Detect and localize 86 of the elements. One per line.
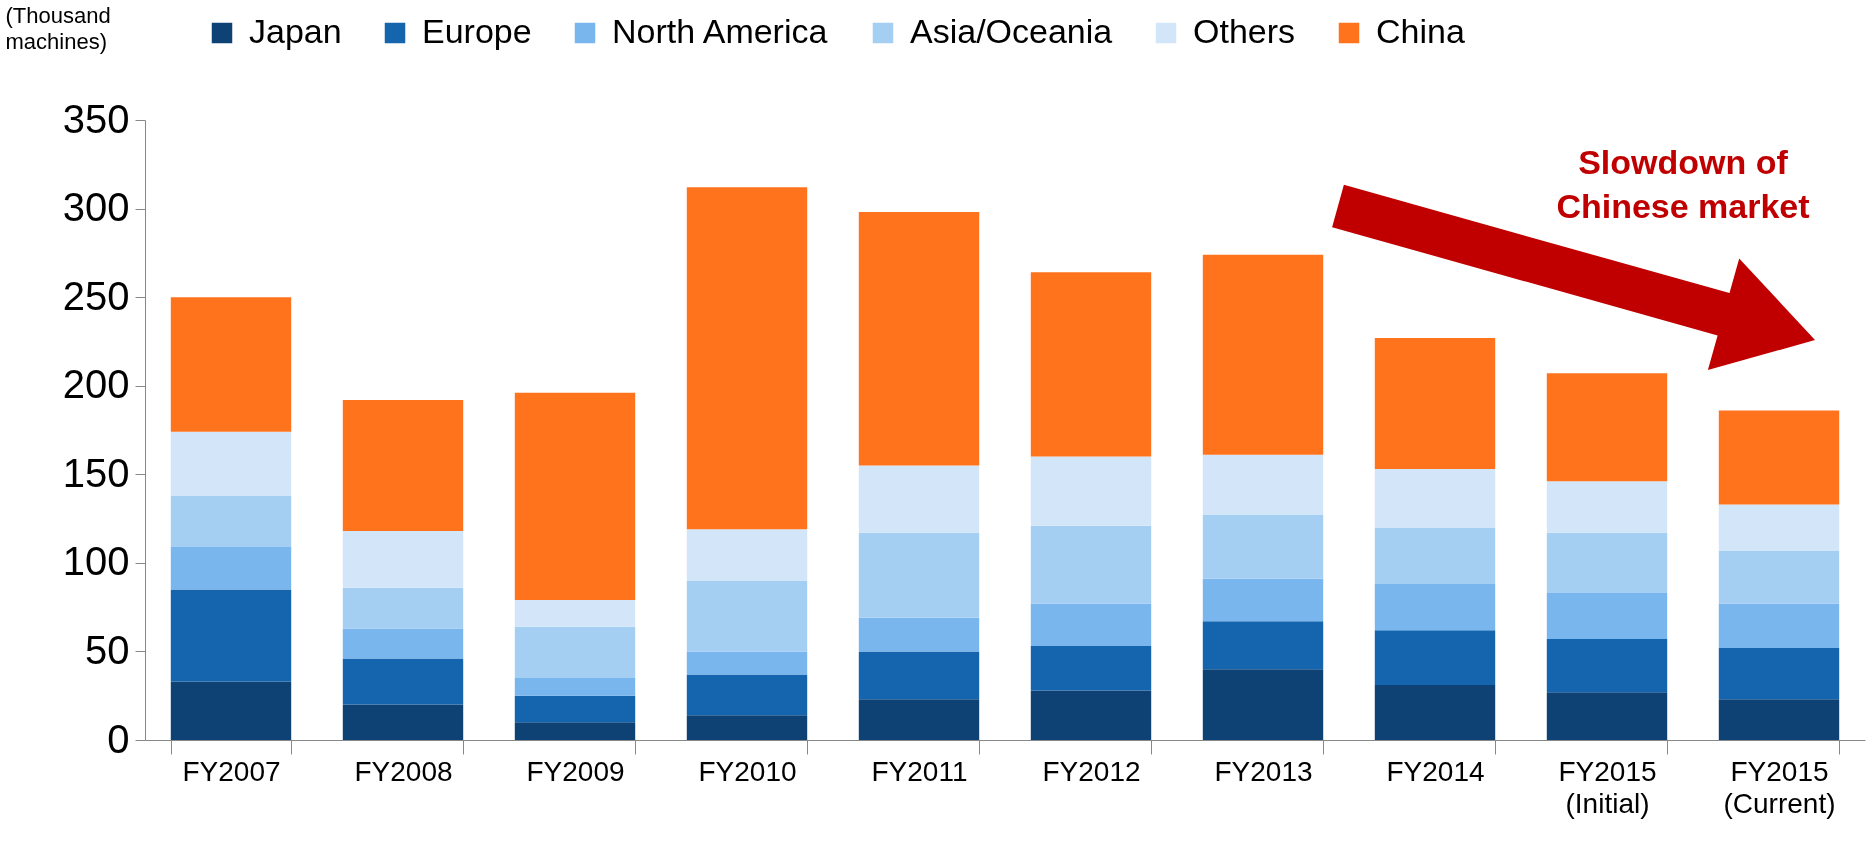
bar <box>1718 699 1840 740</box>
legend-label: Others <box>1193 12 1296 50</box>
bar <box>514 695 636 723</box>
bar <box>858 651 980 700</box>
bar <box>342 628 464 659</box>
bar <box>858 617 980 652</box>
y-tick-label: 100 <box>62 539 130 584</box>
y-axis-title: (Thousand machines) <box>5 2 111 54</box>
legend-label: China <box>1376 12 1465 50</box>
legend-label: North America <box>612 12 828 50</box>
bar <box>1546 532 1668 593</box>
y-tick-label: 250 <box>62 273 130 318</box>
bar <box>170 681 292 740</box>
x-tick-label: FY2008 <box>354 755 453 787</box>
bar <box>1030 646 1152 691</box>
bar <box>342 399 464 531</box>
bar <box>858 532 980 618</box>
bar <box>1202 254 1324 455</box>
bar <box>1202 578 1324 622</box>
bar <box>1374 630 1496 686</box>
bar <box>1202 669 1324 740</box>
bar <box>1030 456 1152 526</box>
bar <box>686 529 808 581</box>
bar <box>1030 603 1152 647</box>
bar <box>1202 621 1324 670</box>
bar <box>1718 603 1840 648</box>
y-tick-label: 200 <box>62 362 130 407</box>
bar <box>1030 525 1152 604</box>
bar <box>1546 639 1668 693</box>
legend-label: Europe <box>422 12 532 50</box>
bar <box>686 580 808 652</box>
bar <box>1030 272 1152 457</box>
bar <box>858 699 980 740</box>
bar <box>514 678 636 696</box>
bar <box>170 546 292 590</box>
bar <box>1546 481 1668 533</box>
bar <box>1030 690 1152 740</box>
y-tick-label: 0 <box>107 716 130 761</box>
legend-label: Asia/Oceania <box>910 12 1113 50</box>
x-tick-label: FY2015 (Initial) <box>1558 755 1657 819</box>
y-tick-label: 50 <box>85 627 130 672</box>
bar <box>858 465 980 533</box>
x-tick-label: FY2010 <box>698 755 797 787</box>
bar <box>342 530 464 588</box>
bar <box>686 674 808 716</box>
bar <box>514 626 636 678</box>
bar <box>1718 410 1840 505</box>
bar <box>686 187 808 530</box>
bar <box>1546 373 1668 482</box>
bar <box>514 392 636 601</box>
x-tick-label: FY2014 <box>1386 755 1485 787</box>
bar <box>1374 527 1496 585</box>
bar <box>514 722 636 740</box>
bar <box>1718 550 1840 604</box>
bar <box>1374 584 1496 631</box>
bar <box>1374 468 1496 528</box>
bar <box>1718 647 1840 700</box>
bar <box>1718 504 1840 551</box>
x-tick-label: FY2013 <box>1214 755 1313 787</box>
bar <box>170 495 292 547</box>
x-tick-label: FY2015 (Current) <box>1723 755 1836 819</box>
bar <box>342 704 464 740</box>
bar <box>1202 515 1324 579</box>
bar <box>170 589 292 682</box>
bar <box>170 297 292 432</box>
bar <box>1374 337 1496 469</box>
bar <box>1546 692 1668 740</box>
bar <box>1546 592 1668 640</box>
x-tick-label: FY2009 <box>526 755 625 787</box>
x-tick-label: FY2011 <box>871 755 968 787</box>
x-tick-label: FY2007 <box>182 755 281 787</box>
bar <box>342 658 464 705</box>
bar <box>686 715 808 740</box>
y-tick-label: 350 <box>62 96 130 141</box>
annotation: Slowdown of Chinese market <box>1555 142 1811 227</box>
bar <box>1202 454 1324 516</box>
bar <box>1374 685 1496 740</box>
legend-label: Japan <box>249 12 342 50</box>
bar <box>170 431 292 496</box>
y-tick-label: 150 <box>62 450 130 495</box>
bar <box>858 212 980 466</box>
bar <box>686 651 808 675</box>
x-tick-label: FY2012 <box>1042 755 1141 787</box>
y-tick-label: 300 <box>62 185 130 230</box>
bar <box>342 587 464 629</box>
bar <box>514 600 636 627</box>
